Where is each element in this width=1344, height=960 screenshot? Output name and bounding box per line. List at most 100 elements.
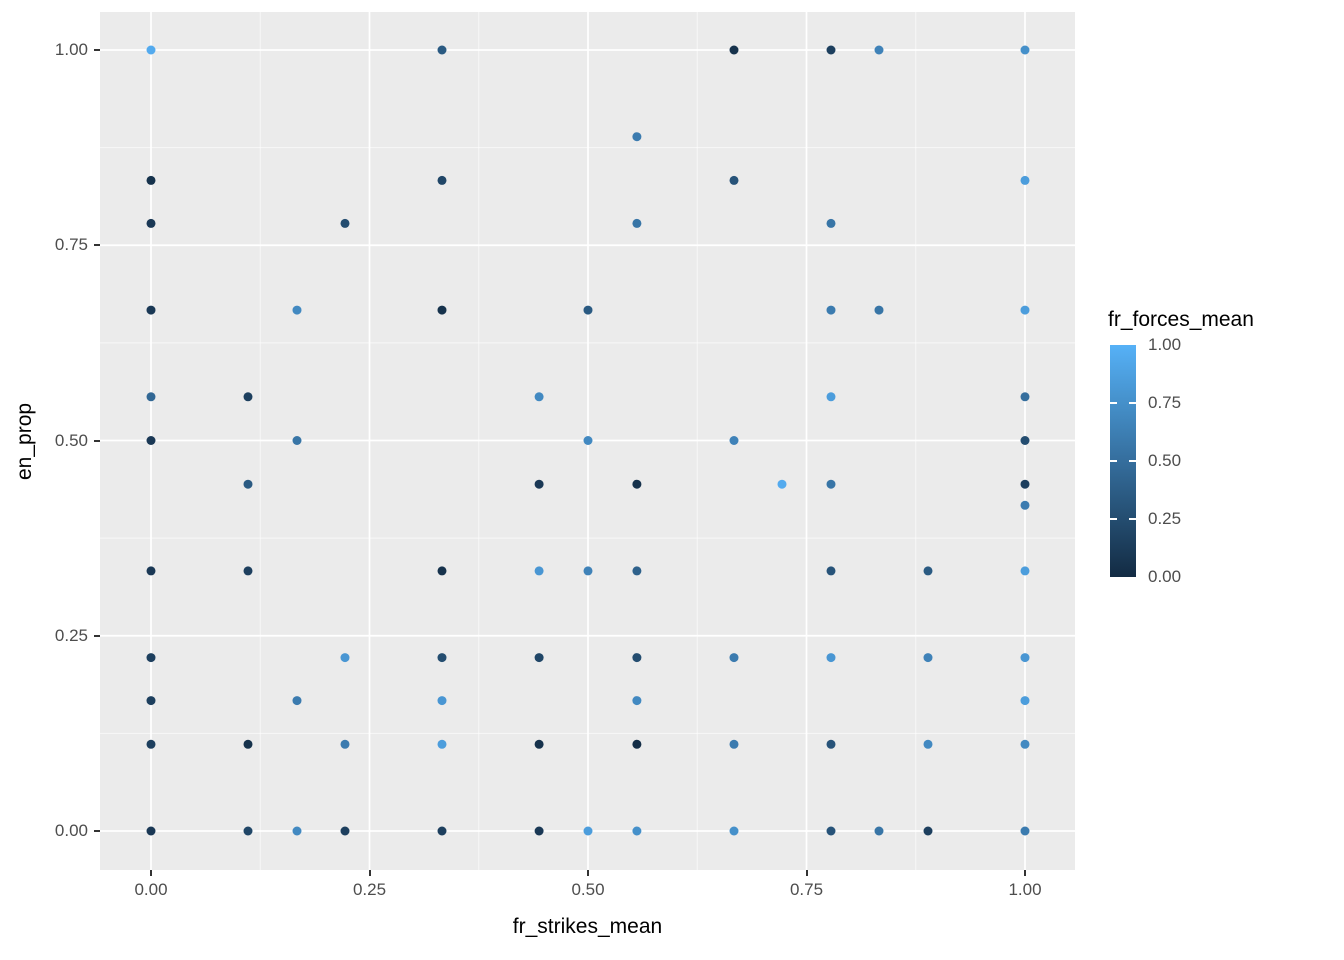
x-tick-mark (805, 870, 808, 876)
data-point (632, 826, 642, 836)
data-point (292, 305, 302, 315)
data-point (729, 826, 739, 836)
data-point (729, 739, 739, 749)
legend: fr_forces_mean 1.00 0.75 0.50 0.25 0.00 (1108, 308, 1328, 590)
data-point (874, 45, 884, 55)
data-point (292, 696, 302, 706)
data-point (826, 566, 836, 576)
legend-bar-tick (1110, 460, 1117, 462)
data-point (1020, 436, 1030, 445)
x-tick-label: 0.75 (789, 880, 824, 899)
data-point (534, 739, 544, 749)
data-point (923, 653, 933, 663)
data-point (437, 653, 447, 663)
data-point (146, 175, 156, 185)
x-tick-mark (1024, 870, 1026, 876)
data-point (632, 696, 642, 706)
y-tick-mark (94, 244, 100, 247)
data-point (146, 653, 156, 663)
data-point (729, 175, 739, 185)
data-point (923, 826, 933, 836)
data-point (583, 305, 593, 315)
y-tick-mark (94, 49, 100, 51)
legend-tick-label: 0.00 (1148, 567, 1182, 586)
data-point (243, 739, 253, 749)
data-point (1020, 566, 1030, 576)
y-tick-label: 0.25 (54, 625, 88, 645)
data-point (534, 826, 544, 836)
data-point (146, 218, 156, 228)
data-point (437, 45, 447, 55)
data-point (632, 566, 642, 576)
y-tick-label: 0.00 (54, 821, 88, 840)
data-point (632, 653, 642, 663)
data-point (1020, 479, 1030, 489)
data-point (632, 479, 642, 489)
data-point (729, 436, 739, 445)
data-point (874, 305, 884, 315)
legend-bar-tick (1129, 460, 1136, 462)
legend-title: fr_forces_mean (1108, 308, 1254, 331)
data-point (1020, 305, 1030, 315)
legend-bar-tick (1110, 518, 1117, 520)
data-point (146, 566, 156, 576)
data-point (1020, 45, 1030, 55)
data-point (583, 826, 593, 836)
x-axis-title: fr_strikes_mean (512, 915, 663, 938)
data-point (826, 45, 836, 55)
data-point (340, 218, 350, 228)
data-point (534, 479, 544, 489)
x-tick-mark (150, 870, 152, 876)
data-point (340, 653, 350, 663)
data-point (340, 739, 350, 749)
data-point (826, 653, 836, 663)
legend-colorbar-body: 1.00 0.75 0.50 0.25 0.00 (1108, 335, 1328, 590)
data-point (292, 826, 302, 836)
x-tick-mark (587, 870, 589, 876)
data-point (243, 392, 253, 402)
data-point (534, 566, 544, 576)
data-point (146, 436, 156, 445)
plot-area (100, 12, 1075, 870)
data-point (437, 305, 447, 315)
data-point (923, 566, 933, 576)
legend-bar-tick (1110, 402, 1117, 404)
data-point (534, 392, 544, 402)
y-tick-mark (94, 830, 100, 832)
y-tick-mark (94, 634, 100, 637)
data-point (340, 826, 350, 836)
legend-tick-label: 0.75 (1148, 393, 1182, 412)
data-point (243, 479, 253, 489)
data-point (146, 696, 156, 706)
data-point (534, 653, 544, 663)
data-point (1020, 696, 1030, 706)
data-point (826, 739, 836, 749)
legend-bar-tick (1129, 518, 1136, 520)
y-tick-label: 1.00 (54, 40, 88, 59)
data-point (1020, 739, 1030, 749)
x-tick-label: 1.00 (1008, 880, 1042, 899)
x-tick-label: 0.50 (571, 880, 605, 899)
data-point (632, 218, 642, 228)
data-point (437, 566, 447, 576)
data-point (1020, 392, 1030, 402)
y-tick-label: 0.50 (54, 430, 88, 450)
data-point (632, 132, 642, 142)
data-point (1020, 826, 1030, 836)
data-point (1020, 500, 1030, 510)
data-point (583, 436, 593, 445)
y-tick-mark (94, 439, 100, 442)
x-tick-label: 0.00 (134, 880, 168, 899)
data-point (826, 392, 836, 402)
data-point (729, 45, 739, 55)
data-point (292, 436, 302, 445)
x-tick-mark (368, 870, 371, 876)
x-tick-label: 0.25 (352, 880, 387, 899)
legend-bar-tick (1129, 402, 1136, 404)
data-point (826, 305, 836, 315)
data-point (146, 305, 156, 315)
legend-tick-label: 0.50 (1148, 451, 1182, 470)
data-point (146, 392, 156, 402)
plot-panel (100, 12, 1075, 870)
